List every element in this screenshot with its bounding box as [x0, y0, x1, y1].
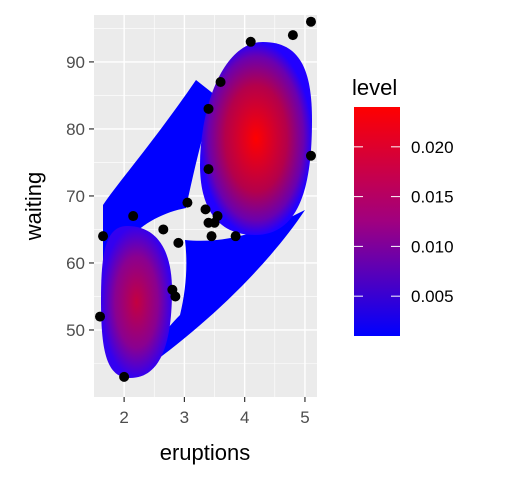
density-region-lower — [101, 226, 172, 378]
data-point — [305, 150, 316, 161]
legend-tick-label: 0.005 — [411, 287, 454, 306]
x-axis-title: eruptions — [160, 440, 251, 465]
data-point — [119, 371, 130, 382]
density-region-low-level-upper-wedge — [104, 90, 205, 207]
data-point — [305, 16, 316, 27]
data-point — [206, 231, 217, 242]
legend-colorbar — [354, 107, 400, 336]
data-point — [158, 224, 169, 235]
data-point — [230, 231, 241, 242]
legend: level 0.005 0.010 0.015 0.020 — [352, 75, 454, 336]
legend-ticks: 0.005 0.010 0.015 0.020 — [354, 138, 454, 306]
x-tick-label: 4 — [240, 408, 249, 427]
data-point — [128, 211, 139, 222]
legend-tick-label: 0.020 — [411, 138, 454, 157]
x-axis-ticks: 2 3 4 5 — [119, 397, 310, 427]
data-point — [203, 164, 214, 175]
density-region-upper — [200, 42, 312, 235]
x-tick-label: 2 — [119, 408, 128, 427]
legend-tick-label: 0.010 — [411, 237, 454, 256]
legend-tick-label: 0.015 — [411, 188, 454, 207]
x-tick-label: 3 — [180, 408, 189, 427]
data-point — [182, 197, 193, 208]
y-tick-label: 90 — [66, 53, 85, 72]
data-point — [209, 217, 220, 228]
data-point — [203, 103, 214, 114]
scatter-points — [95, 16, 316, 382]
density-region-low-level-lower-wedge — [140, 210, 305, 372]
y-tick-label: 80 — [66, 120, 85, 139]
x-tick-label: 5 — [300, 408, 309, 427]
legend-title: level — [352, 75, 397, 100]
y-tick-label: 60 — [66, 254, 85, 273]
data-point — [95, 311, 106, 322]
data-point — [215, 77, 226, 88]
y-tick-label: 50 — [66, 321, 85, 340]
data-point — [287, 30, 298, 41]
y-axis-title: waiting — [21, 172, 46, 241]
data-point — [98, 231, 109, 242]
data-point — [173, 237, 184, 248]
data-point — [245, 36, 256, 47]
y-axis-ticks: 50 60 70 80 90 — [66, 53, 94, 340]
data-point — [200, 204, 211, 215]
data-point — [170, 291, 181, 302]
y-tick-label: 70 — [66, 187, 85, 206]
